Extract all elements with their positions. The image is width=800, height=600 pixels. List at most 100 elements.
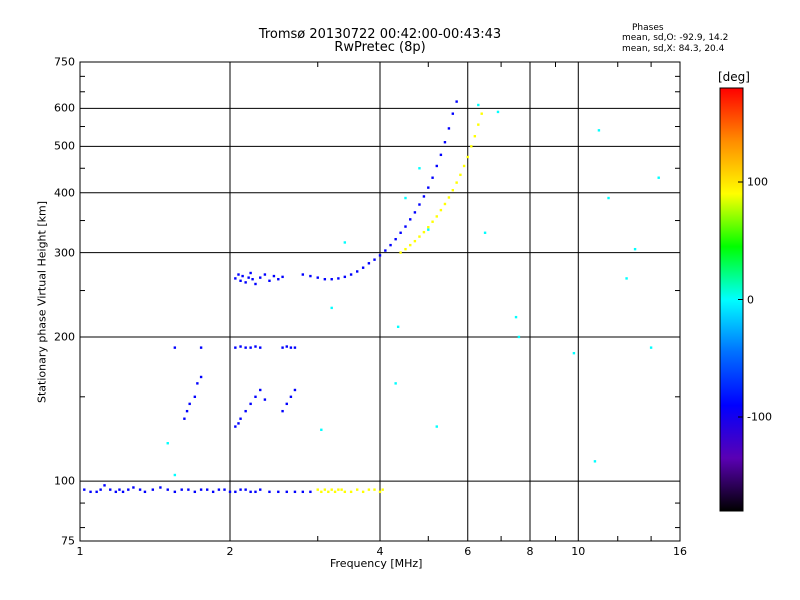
data-point (320, 490, 323, 494)
data-point (404, 247, 407, 251)
data-point (289, 395, 293, 399)
data-point (418, 167, 421, 170)
data-point (217, 488, 221, 491)
data-point (211, 490, 215, 494)
data-point (239, 279, 242, 282)
data-point (173, 490, 177, 494)
data-point (254, 490, 257, 494)
data-point (268, 279, 271, 282)
data-point (404, 225, 407, 228)
data-point (301, 490, 305, 494)
data-point (237, 422, 240, 425)
chart-subtitle: RwPretec (8p) (334, 40, 426, 55)
data-point (89, 490, 92, 494)
phases-x-mode-stats: mean, sd,X: 84.3, 20.4 (622, 44, 725, 54)
data-point (373, 258, 376, 261)
data-point (439, 153, 443, 157)
data-point (281, 275, 284, 279)
data-point (443, 141, 447, 144)
x-tick-label: 4 (376, 545, 384, 558)
data-point (447, 196, 451, 199)
data-point (127, 488, 130, 491)
data-point (349, 273, 353, 276)
data-point (151, 488, 155, 491)
x-tick-label: 2 (226, 545, 234, 558)
data-point (109, 488, 112, 491)
data-point (470, 145, 473, 148)
data-point (263, 273, 267, 276)
data-point (413, 239, 417, 243)
data-point (228, 490, 232, 494)
data-point (263, 398, 267, 401)
data-point (443, 202, 447, 206)
data-point (272, 274, 276, 278)
series-e-region-x-mode-trace (316, 488, 384, 494)
y-tick-label: 600 (54, 101, 75, 115)
data-point (349, 490, 353, 494)
data-point (483, 231, 487, 234)
data-point (355, 488, 359, 491)
data-point (166, 442, 169, 445)
data-point (625, 277, 628, 280)
x-axis-label: Frequency [MHz] (330, 557, 423, 570)
data-point (418, 235, 421, 238)
series-scattered-echoes (166, 103, 660, 477)
data-point (254, 282, 257, 286)
data-point (343, 241, 347, 244)
data-point (193, 490, 197, 494)
data-point (234, 346, 237, 349)
chart-title: Tromsø 20130722 00:42:00-00:43:43 (258, 27, 502, 42)
data-point (399, 251, 402, 254)
data-point (259, 276, 262, 279)
data-point (234, 490, 237, 494)
data-point (293, 490, 297, 494)
data-point (607, 196, 610, 200)
data-point (234, 425, 237, 428)
data-point (477, 103, 480, 107)
data-point (239, 488, 242, 491)
data-point (399, 231, 402, 234)
data-point (367, 488, 371, 491)
data-point (343, 490, 347, 494)
phases-title: Phases (632, 23, 664, 33)
data-point (381, 488, 384, 491)
data-point (316, 488, 319, 491)
data-point (285, 345, 288, 348)
data-point (244, 281, 247, 284)
data-point (316, 276, 319, 279)
data-point (323, 488, 327, 491)
y-tick-label: 300 (54, 246, 75, 260)
data-point (121, 490, 125, 494)
data-point (239, 345, 242, 348)
data-point (333, 490, 337, 494)
data-point (268, 490, 271, 494)
y-tick-label: 75 (61, 534, 75, 548)
data-point (459, 173, 462, 177)
series-f-region-o-mode-trace (301, 100, 458, 281)
data-point (247, 276, 250, 279)
data-point (435, 164, 438, 168)
data-point (193, 395, 197, 399)
data-point (320, 428, 323, 432)
data-point (572, 351, 576, 355)
data-point (187, 488, 190, 491)
x-tick-label: 10 (571, 545, 586, 558)
data-point (173, 473, 177, 477)
data-point (413, 211, 417, 214)
data-point (355, 270, 359, 273)
data-point (205, 488, 209, 491)
data-points (83, 100, 660, 494)
data-point (249, 271, 252, 275)
data-point (431, 176, 434, 179)
data-point (244, 346, 247, 349)
data-point (99, 488, 102, 491)
data-point (455, 181, 458, 184)
data-point (254, 345, 257, 348)
data-point (244, 409, 247, 413)
data-point (309, 274, 312, 278)
data-point (422, 195, 426, 198)
x-tick-label: 6 (464, 545, 472, 558)
data-point (188, 402, 191, 406)
data-point (477, 123, 480, 126)
data-point (649, 346, 653, 349)
